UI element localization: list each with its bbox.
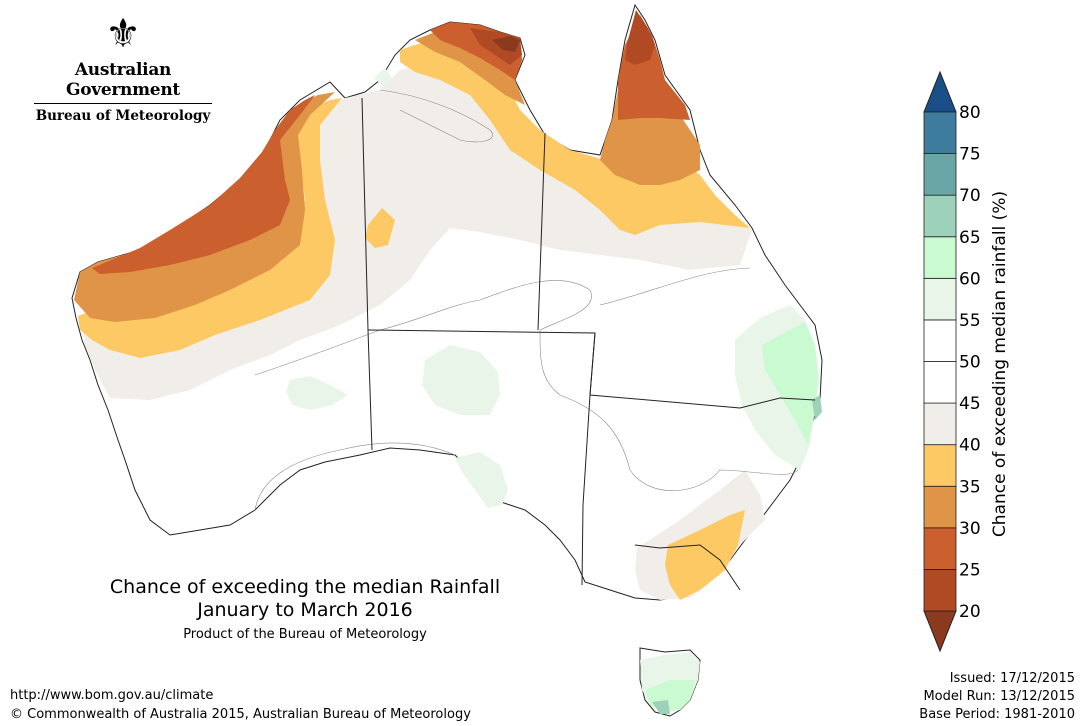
- legend-tick-label: 55: [959, 311, 981, 331]
- legend-tick-label: 35: [959, 477, 981, 497]
- legend-bin-70-75: [923, 153, 957, 196]
- legend-bin-50-55: [923, 319, 957, 362]
- zone-55-60-west: [286, 376, 348, 410]
- legend-bin-above-80: [923, 70, 957, 113]
- legend-bin-40-45: [923, 402, 957, 446]
- legend-bin-45-50: [923, 361, 957, 404]
- legend-tick-label: 60: [959, 269, 981, 289]
- zone-20-25-north: [470, 10, 655, 65]
- legend-colorbar: 20 25 30 35 40 45 50 55 60 65 70 75 80: [923, 70, 981, 653]
- zone-65-70-east: [812, 395, 822, 420]
- legend-tick-label: 30: [959, 519, 981, 539]
- legend-title: Chance of exceeding median rainfall (%): [990, 190, 1010, 538]
- legend-tick-label: 80: [959, 103, 981, 123]
- legend-bin-55-60: [923, 277, 957, 321]
- legend-tick-label: 25: [959, 560, 981, 580]
- map-product-note: Product of the Bureau of Meteorology: [183, 627, 427, 642]
- government-label: Australian Government: [66, 60, 180, 100]
- legend-bin-75-80: [923, 111, 957, 154]
- legend-bin-25-30: [923, 527, 957, 570]
- legend-bin-60-65: [923, 236, 957, 279]
- map-period: January to March 2016: [197, 599, 413, 621]
- bom-url-link[interactable]: http://www.bom.gov.au/climate: [10, 688, 214, 703]
- zone-25-30-west: [92, 95, 315, 274]
- zone-35-40-southeast: [665, 510, 745, 600]
- coat-of-arms-icon: ⚜: [105, 11, 141, 57]
- legend-tick-label: 75: [959, 145, 981, 165]
- issued-date: Issued: 17/12/2015: [949, 671, 1075, 686]
- zone-60-65-east: [762, 322, 818, 445]
- zone-35-40-spot-nt: [365, 208, 395, 248]
- bureau-label: Bureau of Meteorology: [34, 103, 212, 124]
- legend-bin-30-35: [923, 485, 957, 529]
- zone-20-north: [492, 36, 520, 52]
- zone-35-40-north: [400, 40, 750, 235]
- legend-tick-label: 70: [959, 186, 981, 206]
- zone-35-40-west: [78, 98, 342, 358]
- legend-tick-label: 45: [959, 394, 981, 414]
- legend-bin-35-40: [923, 444, 957, 487]
- legend-bin-65-70: [923, 194, 957, 238]
- zone-55-60-central: [422, 345, 500, 415]
- zone-65-70-tas: [652, 700, 670, 714]
- state-borders: [361, 97, 816, 591]
- legend-bin-below-20: [923, 610, 957, 653]
- legend-tick-label: 40: [959, 436, 981, 456]
- zone-30-35-north: [415, 25, 700, 185]
- base-period: Base Period: 1981-2010: [919, 707, 1075, 722]
- legend-tick-label: 65: [959, 228, 981, 248]
- model-run-date: Model Run: 13/12/2015: [923, 689, 1075, 704]
- government-logo: ⚜ Australian Government Bureau of Meteor…: [28, 10, 218, 124]
- legend-tick-label: 50: [959, 353, 981, 373]
- contour-lines: [254, 89, 799, 511]
- zone-55-60-sa: [455, 452, 508, 508]
- map-title: Chance of exceeding the median Rainfall: [109, 576, 501, 598]
- zone-55-60-nt-coast: [374, 68, 392, 88]
- legend-tick-label: 20: [959, 602, 981, 622]
- copyright-text: © Commonwealth of Australia 2015, Austra…: [10, 707, 471, 722]
- legend-bin-20-25: [923, 569, 957, 612]
